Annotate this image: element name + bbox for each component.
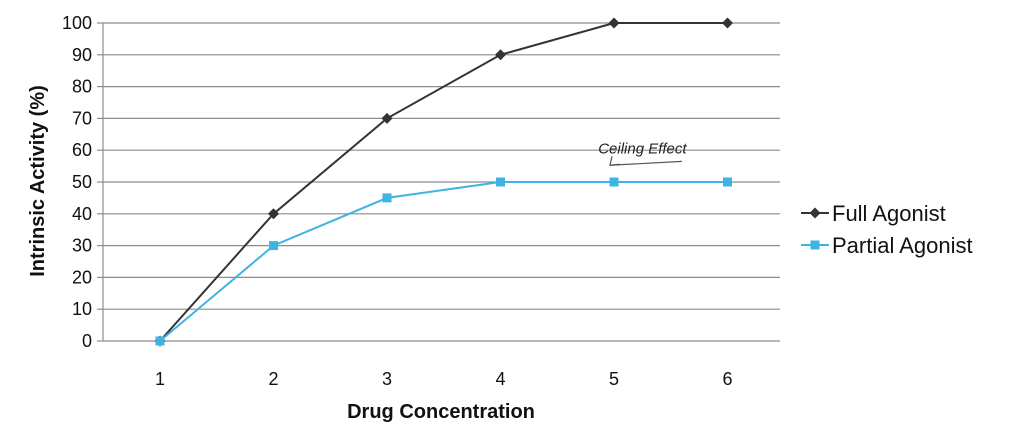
legend-label: Full Agonist [832,201,946,226]
y-tick-label: 10 [72,299,92,319]
annotation-label: Ceiling Effect [598,140,687,157]
annotation-layer: Ceiling Effect [598,140,687,166]
y-tick-label: 60 [72,140,92,160]
data-point [495,49,506,61]
annotation-arrow [609,160,683,166]
y-axis-ticks: 0 10 20 30 40 50 60 70 80 90 100 [62,13,92,351]
y-tick-label: 80 [72,77,92,97]
x-tick-label: 5 [609,369,619,389]
data-point [609,177,619,187]
y-tick-label: 0 [82,331,92,351]
legend-marker [810,240,820,250]
legend: Full Agonist Partial Agonist [801,201,973,258]
y-tick-label: 20 [72,267,92,287]
legend-label: Partial Agonist [832,233,973,258]
data-point [722,17,733,29]
data-point [496,177,505,187]
x-tick-label: 4 [495,369,505,389]
x-tick-label: 6 [722,369,732,389]
y-tick-label: 30 [72,236,92,256]
data-point [155,336,165,346]
x-axis-ticks: 1 2 3 4 5 6 [155,369,733,389]
x-tick-label: 2 [268,369,278,389]
data-point [608,17,620,29]
legend-marker [809,207,821,219]
data-point [381,112,393,124]
data-point [268,208,279,220]
y-tick-label: 70 [72,108,92,128]
grid-lines [97,22,780,342]
y-tick-label: 50 [72,172,92,192]
series-line-2 [159,181,728,342]
x-axis-label: Drug Concentration [347,401,535,423]
y-tick-label: 90 [72,45,92,65]
x-tick-label: 1 [155,369,165,389]
series-layer [154,17,733,347]
y-tick-label: 100 [62,13,92,33]
data-point [269,241,278,251]
annotation-arrowhead [609,156,621,166]
data-point [723,177,732,187]
series-line-1 [159,22,728,342]
y-axis-label: Intrinsic Activity (%) [27,85,49,277]
y-tick-label: 40 [72,204,92,224]
data-point [382,193,392,203]
x-tick-label: 3 [382,369,392,389]
